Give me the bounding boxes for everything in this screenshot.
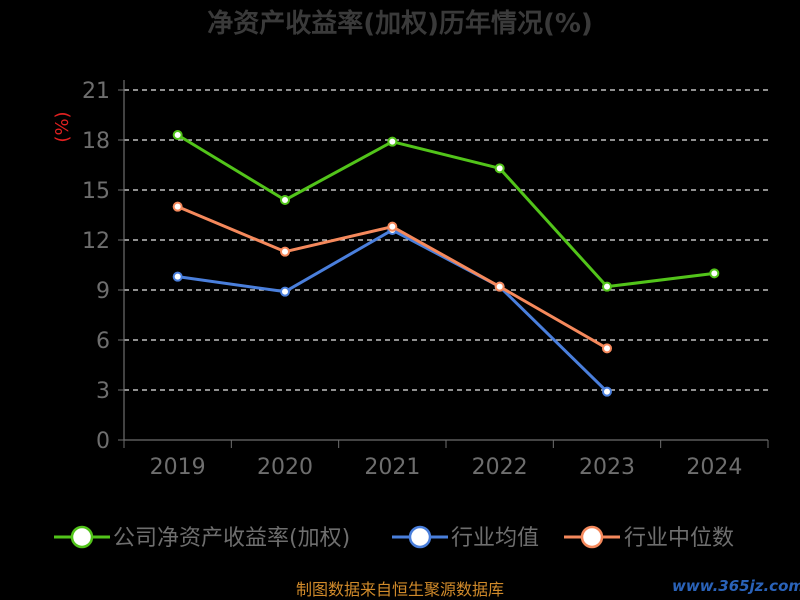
y-tick-label: 12: [82, 229, 110, 254]
axes: [118, 80, 769, 448]
legend-marker: [580, 525, 604, 549]
legend-label: 公司净资产收益率(加权): [113, 526, 350, 551]
watermark: www.365jz.com: [672, 577, 800, 595]
legend[interactable]: 公司净资产收益率(加权) 行业均值 行业中位数: [54, 525, 734, 551]
y-tick-label: 0: [96, 429, 110, 454]
data-point[interactable]: [172, 201, 183, 212]
y-tick-label: 18: [82, 129, 110, 154]
series-line-0: [176, 133, 715, 289]
data-point[interactable]: [602, 281, 612, 292]
x-tick-label: 2022: [472, 455, 528, 480]
x-tick-label: 2023: [579, 455, 635, 480]
data-point[interactable]: [280, 195, 290, 205]
y-tick-label: 15: [82, 179, 110, 204]
legend-marker: [408, 525, 432, 549]
grid-lines: [124, 89, 768, 391]
x-tick-label: 2021: [364, 455, 420, 480]
data-point[interactable]: [387, 221, 398, 232]
data-point[interactable]: [494, 163, 505, 174]
y-tick-label: 9: [96, 279, 110, 304]
data-point[interactable]: [387, 136, 398, 147]
legend-item[interactable]: 公司净资产收益率(加权): [54, 525, 350, 551]
x-tick-label: 2020: [257, 455, 313, 480]
legend-item[interactable]: 行业均值: [392, 525, 539, 551]
y-axis-label: (%): [52, 111, 73, 142]
data-point[interactable]: [172, 271, 183, 282]
y-tick-label: 6: [96, 329, 110, 354]
x-tick-label: 2024: [686, 455, 742, 480]
legend-item[interactable]: 行业中位数: [564, 525, 734, 551]
footer-source: 制图数据来自恒生聚源数据库: [296, 580, 504, 599]
data-point[interactable]: [602, 343, 612, 354]
data-point[interactable]: [709, 268, 720, 279]
x-tick-labels: 2019 2020 2021 2022 2023 2024: [150, 455, 743, 480]
series-lines: [172, 130, 720, 397]
data-point[interactable]: [280, 286, 290, 297]
y-tick-label: 21: [82, 79, 110, 104]
data-point[interactable]: [602, 386, 612, 397]
x-tick-label: 2019: [150, 455, 206, 480]
data-point[interactable]: [172, 130, 183, 140]
chart-title: 净资产收益率(加权)历年情况(%): [207, 8, 593, 39]
legend-label: 行业中位数: [624, 526, 734, 551]
y-tick-labels: 0 3 6 9 12 15 18 21: [82, 79, 110, 454]
legend-label: 行业均值: [451, 526, 539, 551]
data-point[interactable]: [280, 246, 290, 257]
data-point[interactable]: [494, 281, 505, 292]
legend-marker: [70, 525, 94, 549]
y-tick-label: 3: [96, 379, 110, 404]
